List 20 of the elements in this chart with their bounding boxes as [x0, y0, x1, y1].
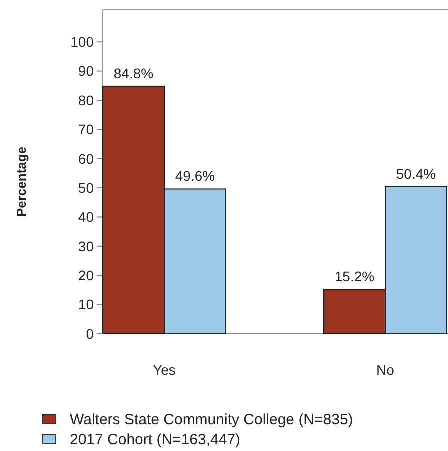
x-tick-label: Yes [153, 362, 176, 378]
y-tick-label: 30 [78, 238, 94, 254]
y-tick-label: 0 [86, 326, 94, 342]
text: 50.4% [396, 166, 436, 182]
y-tick-label: 10 [78, 296, 94, 313]
y-tick-label: 20 [78, 268, 94, 284]
text: 49.6% [175, 168, 216, 184]
y-tick-label: 70 [78, 122, 94, 138]
y-tick-label: 80 [78, 92, 94, 108]
text: 84.8% [114, 65, 154, 82]
y-tick-label: 60 [78, 150, 94, 167]
y-tick-label: 40 [78, 209, 94, 226]
x-tick-label: No [376, 362, 395, 378]
y-tick-label: 50 [78, 180, 94, 196]
y-tick-label: 100 [70, 34, 94, 50]
text: 15.2% [334, 268, 375, 285]
y-tick-label: 90 [78, 63, 94, 80]
legend-label: 2017 Cohort (N=163,447) [70, 431, 241, 448]
y-axis-title: Percentage [14, 146, 29, 218]
legend-label: Walters State Community College (N=835) [70, 411, 354, 428]
